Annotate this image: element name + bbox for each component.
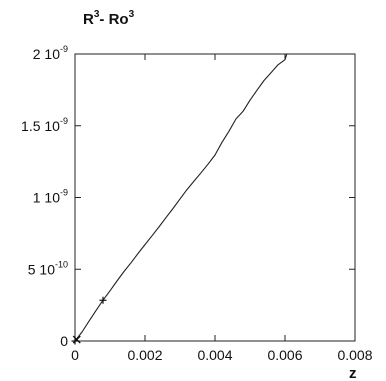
- y-tick-label: 2 10-9: [33, 44, 68, 62]
- y-tick-label: 0: [60, 333, 68, 349]
- data-marker: [99, 296, 107, 304]
- y-axis-ticks: 0 5 10-10 1 10-9 1.5 10-9 2 10-9: [21, 44, 355, 349]
- x-tick-label: 0: [71, 347, 79, 363]
- y-axis-title-text: R3- Ro3: [83, 9, 135, 28]
- y-tick-label: 1 10-9: [33, 188, 68, 206]
- x-axis-title: z: [349, 365, 357, 381]
- plot-frame: [74, 53, 356, 342]
- y-tick-label: 5 10-10: [28, 259, 68, 277]
- marker-layer: [71, 296, 107, 345]
- data-marker: [72, 335, 81, 344]
- x-tick-label: 0.002: [127, 347, 162, 363]
- x-tick-label: 0.008: [337, 347, 372, 363]
- data-marker: [71, 337, 79, 345]
- series-line: [74, 53, 294, 342]
- x-axis-ticks: 0 0.002 0.004 0.006 0.008: [71, 54, 373, 363]
- y-tick-label: 1.5 10-9: [21, 116, 68, 134]
- y-axis-title: R3- Ro3: [83, 9, 135, 28]
- x-tick-label: 0.006: [267, 347, 302, 363]
- series-layer: [74, 53, 294, 342]
- x-tick-label: 0.004: [197, 347, 232, 363]
